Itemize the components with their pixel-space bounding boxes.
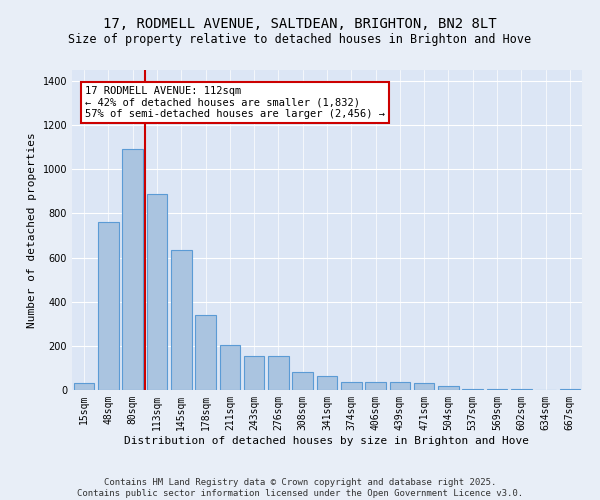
Bar <box>341 382 362 390</box>
Bar <box>98 222 119 390</box>
Bar <box>365 382 386 390</box>
Bar <box>560 389 580 390</box>
Bar <box>74 384 94 390</box>
Bar <box>438 386 459 390</box>
Bar <box>171 250 191 390</box>
Bar <box>389 382 410 390</box>
Bar <box>268 356 289 390</box>
Bar <box>487 389 508 390</box>
Bar <box>244 356 265 390</box>
Bar <box>317 376 337 390</box>
Text: 17, RODMELL AVENUE, SALTDEAN, BRIGHTON, BN2 8LT: 17, RODMELL AVENUE, SALTDEAN, BRIGHTON, … <box>103 18 497 32</box>
Bar <box>220 345 240 390</box>
Text: Size of property relative to detached houses in Brighton and Hove: Size of property relative to detached ho… <box>68 32 532 46</box>
Bar <box>511 389 532 390</box>
Bar <box>195 315 216 390</box>
Text: Contains HM Land Registry data © Crown copyright and database right 2025.
Contai: Contains HM Land Registry data © Crown c… <box>77 478 523 498</box>
Bar <box>292 372 313 390</box>
Bar <box>463 389 483 390</box>
Text: 17 RODMELL AVENUE: 112sqm
← 42% of detached houses are smaller (1,832)
57% of se: 17 RODMELL AVENUE: 112sqm ← 42% of detac… <box>85 86 385 119</box>
Y-axis label: Number of detached properties: Number of detached properties <box>27 132 37 328</box>
Bar <box>122 150 143 390</box>
Bar <box>414 384 434 390</box>
X-axis label: Distribution of detached houses by size in Brighton and Hove: Distribution of detached houses by size … <box>125 436 530 446</box>
Bar <box>146 194 167 390</box>
